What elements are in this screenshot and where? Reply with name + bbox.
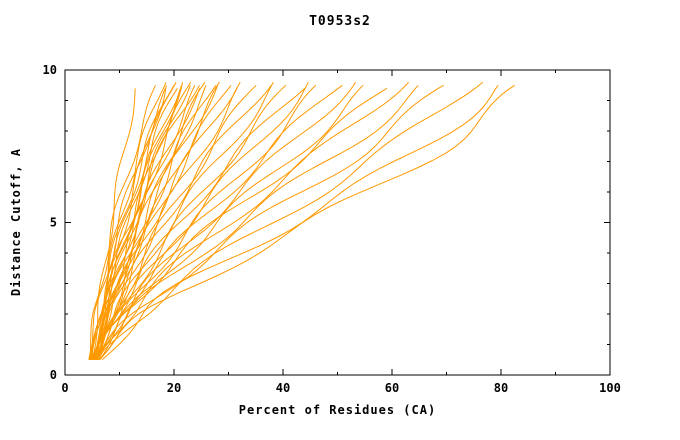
model-curve (98, 84, 515, 361)
model-curve (93, 81, 410, 361)
model-curve (94, 84, 444, 361)
tick-label: 0 (50, 368, 57, 382)
tick-label: 100 (599, 381, 621, 395)
model-curve (99, 84, 419, 361)
tick-label: 5 (50, 216, 57, 230)
model-curve (101, 85, 499, 361)
model-curve (89, 88, 178, 360)
tick-label: 60 (385, 381, 399, 395)
x-axis-label: Percent of Residues (CA) (238, 403, 437, 417)
tick-label: 40 (276, 381, 290, 395)
model-curve (95, 81, 241, 361)
tick-label: 10 (43, 63, 57, 77)
chart-title: T0953s2 (309, 14, 371, 29)
model-curve (92, 88, 201, 360)
model-curve (90, 87, 306, 361)
model-curve (98, 84, 317, 361)
model-curve (99, 84, 364, 361)
model-curve (88, 85, 200, 360)
model-curve (91, 88, 238, 360)
model-curve (89, 85, 156, 360)
model-curve (90, 87, 388, 361)
tick-label: 20 (167, 381, 181, 395)
model-curve (97, 84, 287, 360)
model-curve (95, 81, 220, 360)
model-curve (92, 85, 219, 360)
tick-label: 0 (61, 381, 68, 395)
model-curve (96, 85, 207, 360)
model-curve (96, 84, 257, 360)
tick-label: 80 (494, 381, 508, 395)
